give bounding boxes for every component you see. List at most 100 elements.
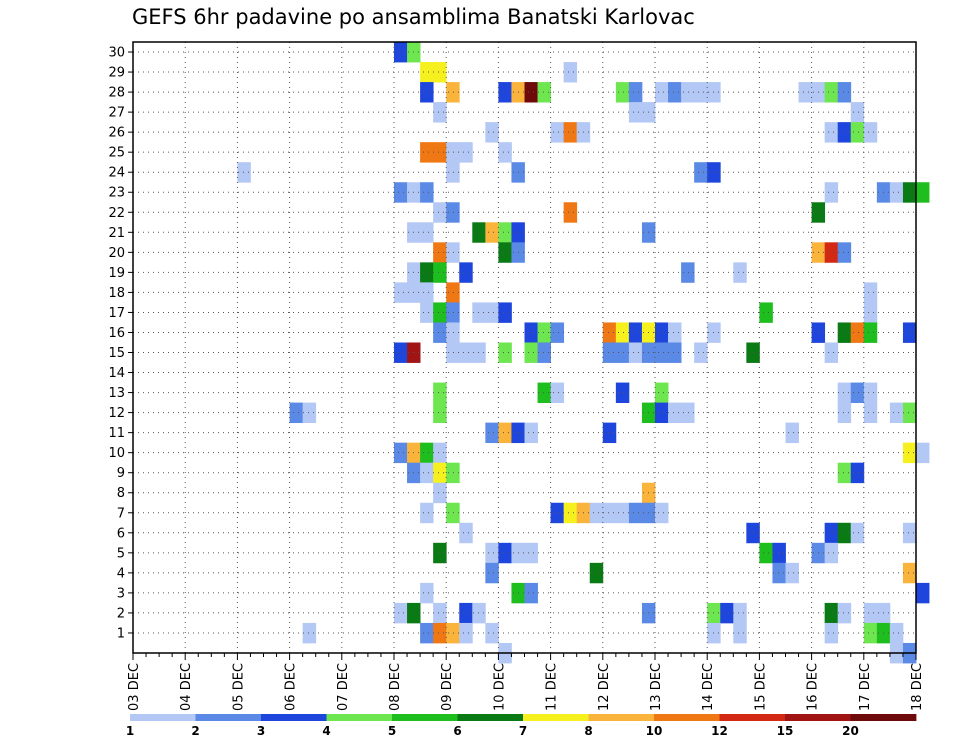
heatmap-cell [824,622,839,644]
heatmap-cell [550,322,565,343]
heatmap-cell [668,342,682,363]
heatmap-cell [602,322,617,343]
y-tick-label: 20 [108,246,125,261]
heatmap-cell [420,142,434,163]
x-tick-label: 04 DEC [179,663,194,711]
x-tick-label: 17 DEC [858,663,873,711]
heatmap-cell [889,182,904,203]
heatmap-cell [459,522,473,544]
y-tick-label: 3 [117,586,125,601]
heatmap-cell [837,382,852,403]
heatmap-cell [837,462,852,484]
heatmap-cell [524,342,538,363]
heatmap-cell [446,622,460,644]
heatmap-cell [433,382,447,403]
x-tick-label: 07 DEC [336,663,351,711]
heatmap-cell [563,122,578,143]
y-tick-label: 15 [108,346,125,361]
heatmap-cell [472,302,486,323]
heatmap-cell [668,402,682,424]
heatmap-cell [459,602,473,624]
heatmap-cell [420,502,434,524]
heatmap-cell [628,82,643,103]
y-tick-label: 8 [117,486,125,501]
y-tick-label: 6 [117,526,125,541]
heatmap-cell [681,402,695,424]
heatmap-cell [655,82,669,103]
heatmap-cell [733,602,747,624]
heatmap-cell [863,402,878,424]
heatmap-cell [433,102,447,123]
heatmap-cell [785,422,799,444]
heatmap-cell [420,302,434,323]
heatmap-cell [824,542,839,564]
heatmap-cell [837,602,852,624]
heatmap-cell [668,82,682,103]
heatmap-cell [459,142,473,163]
heatmap-cell [394,442,408,464]
heatmap-cell [863,282,878,303]
legend-label: 7 [519,724,527,738]
heatmap-cell [628,322,643,343]
heatmap-cell [759,542,773,564]
legend-label: 2 [191,724,199,738]
y-tick-label: 18 [108,286,125,301]
heatmap-cell [537,342,551,363]
heatmap-cell [433,142,447,163]
heatmap-cell [420,262,434,283]
heatmap-cell [459,622,473,644]
heatmap-cell [602,422,617,444]
heatmap-cell [615,82,630,103]
heatmap-cell [837,82,852,103]
heatmap-cell [472,602,486,624]
heatmap-cell [550,122,565,143]
heatmap-cell [850,462,865,484]
heatmap-cell [824,182,839,203]
heatmap-cell [785,562,799,584]
heatmap-cell [420,462,434,484]
heatmap-cell [615,502,630,524]
x-tick-label: 13 DEC [649,663,664,711]
heatmap-cell [524,82,538,103]
heatmap-cell [446,142,460,163]
heatmap-cell [837,522,852,544]
heatmap-cell [498,342,512,363]
legend-swatch [392,714,458,721]
y-tick-label: 19 [108,266,125,281]
heatmap-cell [863,122,878,143]
legend-label: 4 [322,724,330,738]
heatmap-cell [433,602,447,624]
heatmap-cell [446,242,460,263]
legend-swatch [130,714,196,721]
x-tick-label: 14 DEC [701,663,716,711]
x-tick-label: 03 DEC [127,663,142,711]
heatmap-cell [733,622,747,644]
y-tick-label: 4 [117,566,125,581]
heatmap-cell [498,142,512,163]
heatmap-cell [694,342,708,363]
y-tick-label: 1 [117,626,125,641]
heatmap-cell [394,342,408,363]
legend-swatch [195,714,262,721]
heatmap-cell [824,522,839,544]
legend-label: 20 [842,724,859,738]
heatmap-cell [446,342,460,363]
heatmap-cell [837,242,852,263]
heatmap-cell [302,622,317,644]
heatmap-cells [237,42,930,664]
x-tick-label: 18 DEC [910,663,925,711]
x-tick-label: 05 DEC [231,663,246,711]
heatmap-cell [446,322,460,343]
heatmap-cell [524,582,538,604]
y-tick-label: 26 [108,126,125,141]
heatmap-cell [772,542,786,564]
y-tick-label: 2 [117,606,125,621]
legend-label: 1 [126,724,134,738]
heatmap-cell [655,402,669,424]
heatmap-cell [394,42,408,63]
color-legend: 1 2 3 4 5 6 7 8 10 12 15 20 [126,714,917,738]
heatmap-cell [902,522,917,544]
heatmap-cell [433,442,447,464]
heatmap-cell [824,122,839,143]
heatmap-cell [237,162,251,183]
